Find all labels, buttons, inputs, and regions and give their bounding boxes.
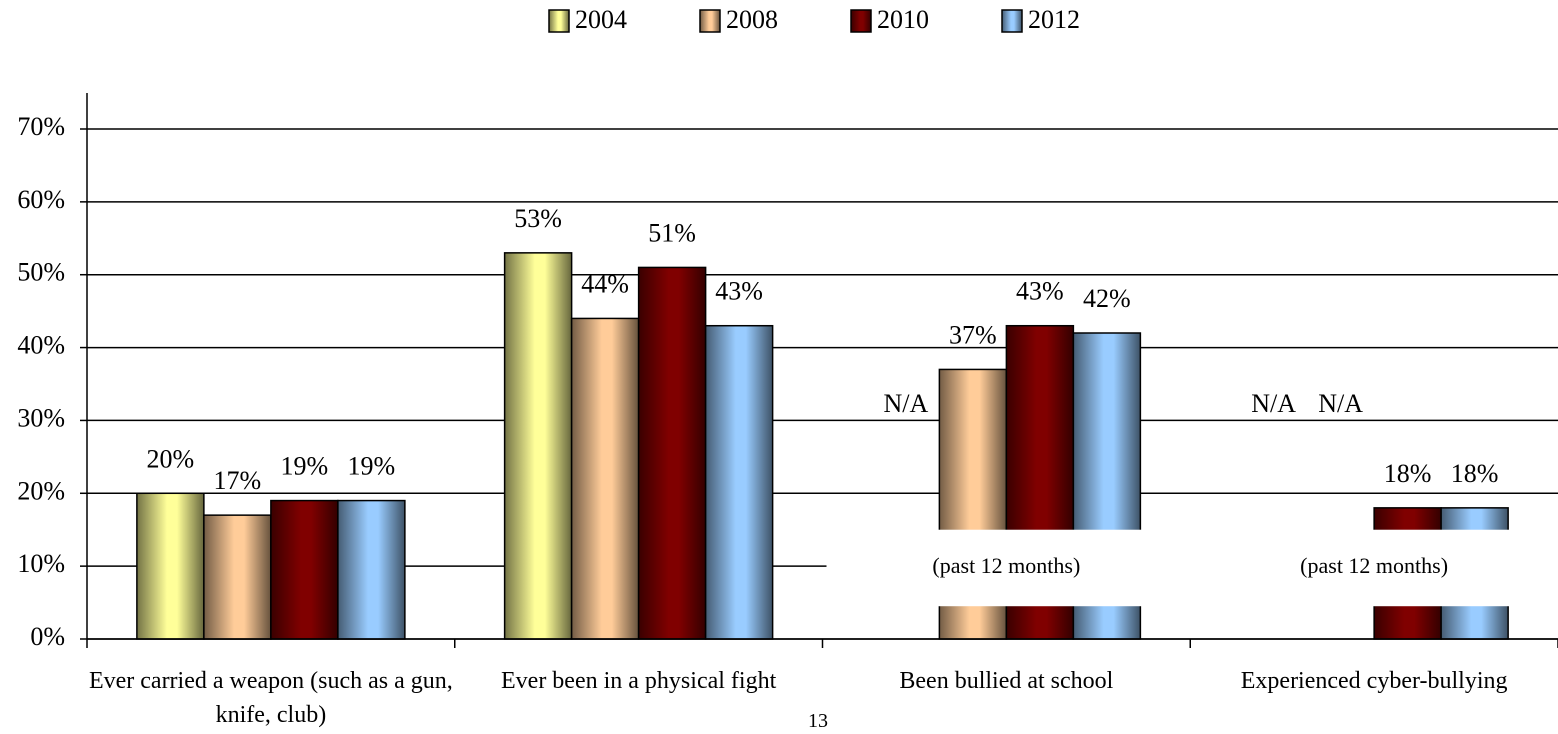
y-tick-label: 40%: [17, 331, 65, 360]
bar-shade: [136, 493, 204, 639]
bar-shade: [203, 515, 271, 639]
y-tick-label: 70%: [17, 112, 65, 141]
y-tick-label: 60%: [17, 185, 65, 214]
x-tick-label: Ever carried a weapon (such as a gun, kn…: [88, 668, 453, 728]
bar-shade: [270, 500, 338, 639]
y-tick-label: 30%: [17, 403, 65, 432]
value-label: 18%: [1384, 459, 1432, 488]
value-label: 18%: [1451, 459, 1499, 488]
annotation: (past 12 months): [1300, 553, 1448, 578]
value-label: 42%: [1083, 284, 1131, 313]
annotation: (past 12 months): [932, 553, 1080, 578]
bar-shade: [571, 318, 639, 639]
legend-swatch-shade: [851, 10, 871, 32]
value-label: 19%: [348, 452, 396, 481]
value-label: 17%: [214, 466, 262, 495]
bar-shade: [638, 267, 706, 639]
y-tick-label: 10%: [17, 549, 65, 578]
legend-swatch-shade: [1002, 10, 1022, 32]
bar-shade: [504, 252, 572, 639]
x-tick-label: Experienced cyber-bullying: [1240, 668, 1508, 694]
legend-label: 2012: [1028, 5, 1080, 34]
legend-swatch-shade: [700, 10, 720, 32]
annotation-box: [826, 529, 1558, 607]
legend-label: 2004: [575, 5, 627, 34]
value-label: N/A: [1318, 389, 1363, 418]
value-label: 43%: [1016, 277, 1064, 306]
value-label: 53%: [514, 204, 562, 233]
x-tick-label: Been bullied at school: [899, 668, 1114, 694]
value-label: 20%: [147, 444, 195, 473]
value-label: N/A: [1251, 389, 1296, 418]
legend-label: 2010: [877, 5, 929, 34]
value-label: N/A: [883, 389, 928, 418]
y-tick-label: 50%: [17, 258, 65, 287]
value-label: 19%: [281, 452, 329, 481]
value-label: 43%: [715, 277, 763, 306]
bar-shade: [337, 500, 405, 639]
y-tick-label: 20%: [17, 476, 65, 505]
value-label: 44%: [581, 269, 629, 298]
y-tick-label: 0%: [30, 622, 65, 651]
value-label: 37%: [949, 320, 997, 349]
page-number: 13: [808, 710, 828, 732]
legend-swatch-shade: [549, 10, 569, 32]
legend-label: 2008: [726, 5, 778, 34]
value-label: 51%: [648, 218, 696, 247]
bar-shade: [705, 325, 773, 639]
x-tick-label: Ever been in a physical fight: [501, 668, 777, 694]
